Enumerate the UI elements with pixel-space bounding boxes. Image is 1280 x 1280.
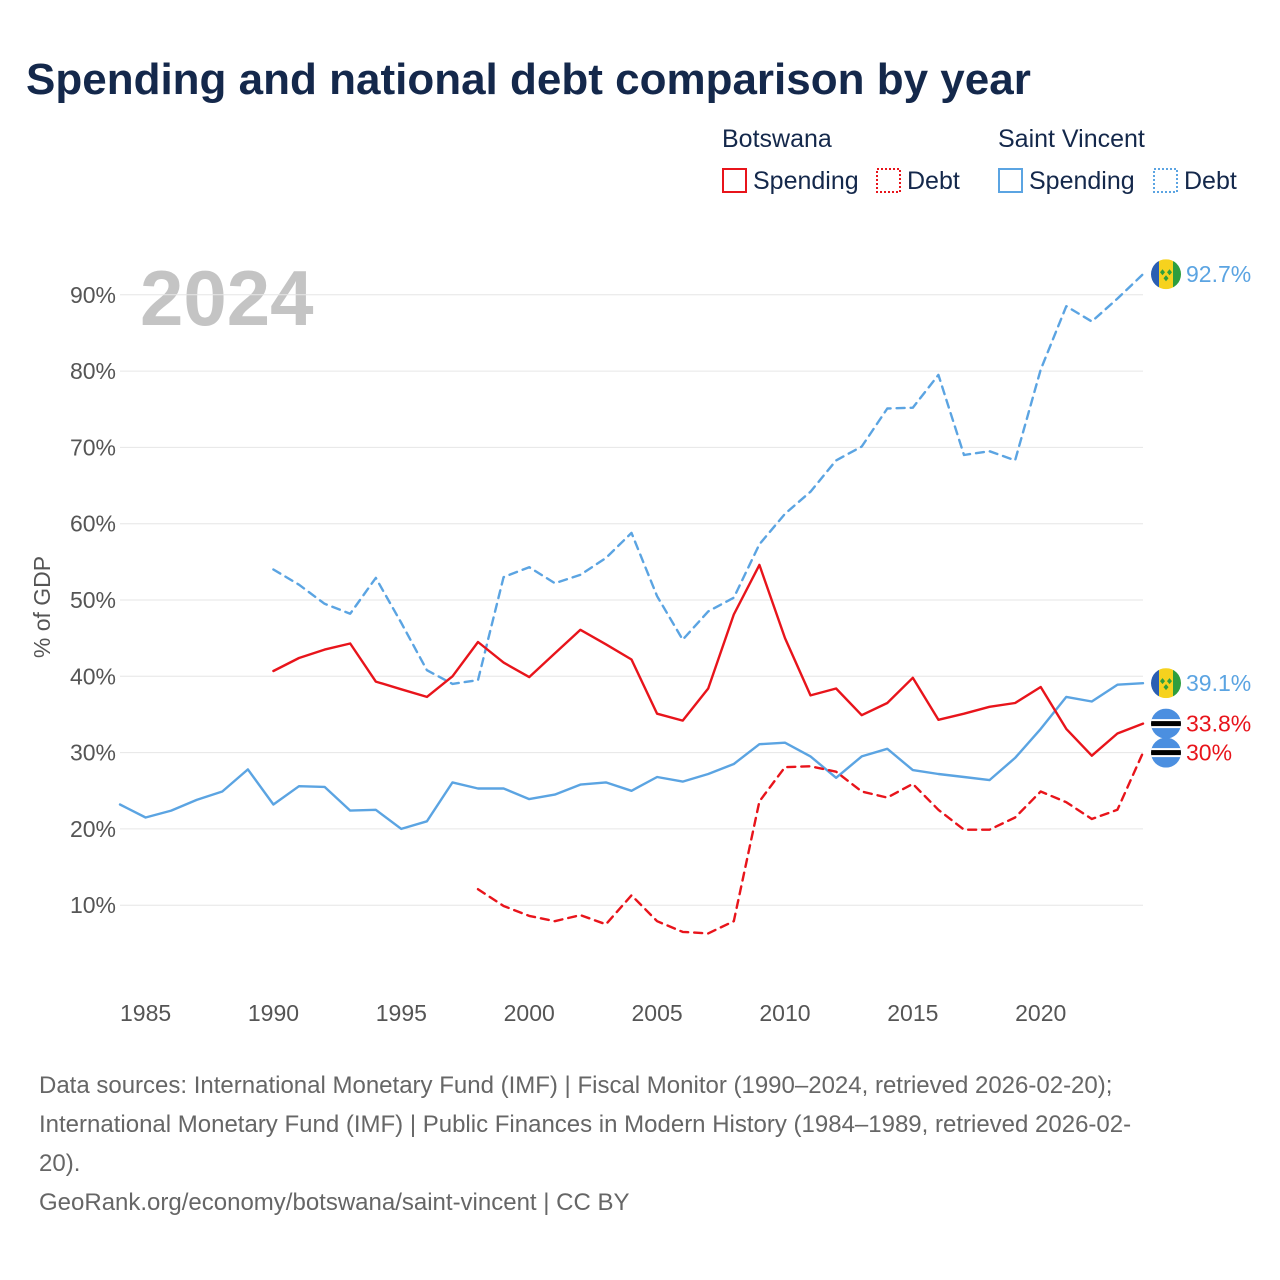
y-tick-label: 50%: [70, 587, 116, 613]
gridlines: [120, 294, 1143, 906]
legend-swatch-saint-vincent-debt: [1153, 168, 1178, 193]
legend-label-saint-vincent-spending: Spending: [1029, 167, 1135, 195]
source-note: Data sources: International Monetary Fun…: [39, 1072, 1131, 1216]
x-tick-label: 1995: [376, 1000, 427, 1026]
legend-swatch-botswana-spending: [722, 168, 747, 193]
y-axis: 10% 20% 30% 40% 50% 60% 70% 80% 90%: [70, 282, 116, 918]
series-lines: [118, 273, 1145, 935]
source-url: GeoRank.org/economy/botswana/saint-vince…: [39, 1189, 630, 1216]
x-tick-label: 2020: [1015, 1000, 1066, 1026]
legend-swatch-saint-vincent-spending: [998, 168, 1023, 193]
x-tick-label: 2000: [504, 1000, 555, 1026]
end-marker-botswana-spending: [1151, 708, 1181, 739]
end-markers: 92.7% 39.1% 33.8% 30%: [1151, 259, 1251, 768]
botswana-flag-icon: [1151, 708, 1181, 739]
y-tick-label: 10%: [70, 892, 116, 918]
x-axis: 1985 1990 1995 2000 2005 2010 2015 2020: [120, 1000, 1066, 1026]
legend-group-botswana: Botswana: [722, 125, 832, 153]
y-tick-label: 90%: [70, 282, 116, 308]
legend: Botswana Spending Debt Saint Vincent Spe…: [722, 125, 1237, 195]
source-line-1: Data sources: International Monetary Fun…: [39, 1072, 1112, 1099]
year-watermark: 2024: [140, 254, 314, 342]
source-line-2: International Monetary Fund (IMF) | Publ…: [39, 1111, 1131, 1138]
end-label-saint-vincent-spending: 39.1%: [1186, 670, 1251, 696]
botswana-flag-icon: [1151, 737, 1181, 768]
saint-vincent-flag-icon: [1151, 259, 1181, 290]
legend-group-saint-vincent: Saint Vincent: [998, 125, 1145, 153]
y-tick-label: 70%: [70, 434, 116, 460]
y-tick-label: 30%: [70, 740, 116, 766]
saint-vincent-flag-icon: [1151, 668, 1181, 699]
x-tick-label: 1990: [248, 1000, 299, 1026]
end-label-botswana-debt: 30%: [1186, 740, 1232, 766]
y-tick-label: 60%: [70, 511, 116, 537]
legend-swatch-botswana-debt: [876, 168, 901, 193]
series-line-botswana-spending: [272, 563, 1145, 757]
chart-title: Spending and national debt comparison by…: [26, 55, 1031, 104]
x-tick-label: 2005: [631, 1000, 682, 1026]
x-tick-label: 2015: [887, 1000, 938, 1026]
y-tick-label: 20%: [70, 816, 116, 842]
legend-label-botswana-spending: Spending: [753, 167, 859, 195]
y-tick-label: 80%: [70, 358, 116, 384]
y-tick-label: 40%: [70, 663, 116, 689]
end-label-saint-vincent-debt: 92.7%: [1186, 261, 1251, 287]
end-marker-botswana-debt: [1151, 737, 1181, 768]
series-line-botswana-debt: [476, 751, 1145, 935]
legend-label-saint-vincent-debt: Debt: [1184, 167, 1237, 195]
end-marker-saint-vincent-debt: [1151, 259, 1181, 290]
x-tick-label: 1985: [120, 1000, 171, 1026]
x-tick-label: 2010: [759, 1000, 810, 1026]
source-line-3: 20).: [39, 1150, 80, 1177]
y-axis-label: % of GDP: [29, 556, 55, 658]
legend-label-botswana-debt: Debt: [907, 167, 960, 195]
series-line-saint-vincent-spending: [118, 682, 1145, 831]
end-marker-saint-vincent-spending: [1151, 668, 1181, 699]
end-label-botswana-spending: 33.8%: [1186, 711, 1251, 737]
series-line-saint-vincent-debt: [272, 273, 1145, 686]
